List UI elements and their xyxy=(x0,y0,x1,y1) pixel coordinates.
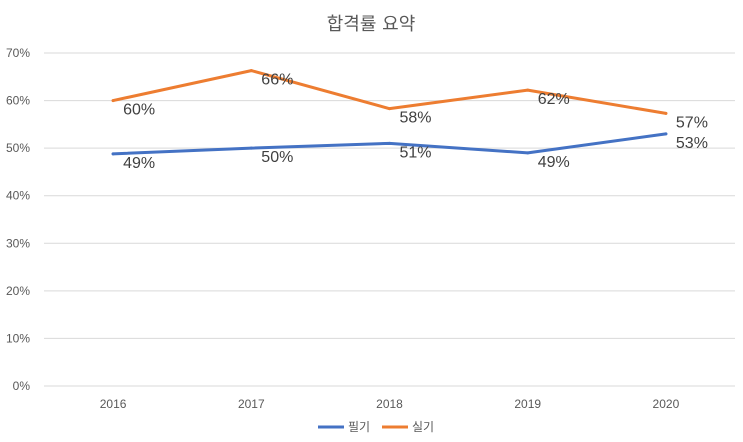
x-tick-label: 2018 xyxy=(376,397,403,411)
data-point xyxy=(664,111,668,115)
data-label: 49% xyxy=(538,154,570,171)
data-label: 66% xyxy=(261,72,293,89)
data-label: 62% xyxy=(538,91,570,108)
data-label: 53% xyxy=(676,135,708,152)
x-tick-label: 2019 xyxy=(514,397,541,411)
x-tick-label: 2016 xyxy=(100,397,127,411)
y-tick-label: 40% xyxy=(6,189,30,203)
data-point xyxy=(111,99,115,103)
y-tick-label: 20% xyxy=(6,284,30,298)
y-tick-label: 70% xyxy=(6,46,30,60)
legend: 필기 실기 xyxy=(318,420,434,434)
x-tick-label: 2017 xyxy=(238,397,265,411)
y-tick-label: 30% xyxy=(6,236,30,250)
legend-label: 필기 xyxy=(348,420,370,434)
y-tick-label: 0% xyxy=(13,379,31,393)
data-point xyxy=(664,132,668,136)
x-tick-label: 2020 xyxy=(653,397,680,411)
data-label: 58% xyxy=(400,110,432,127)
data-point xyxy=(388,107,391,111)
data-point xyxy=(526,88,530,92)
data-point xyxy=(249,146,253,150)
data-label: 50% xyxy=(261,149,293,166)
y-tick-label: 60% xyxy=(6,94,30,108)
y-tick-label: 10% xyxy=(6,331,30,345)
y-tick-label: 50% xyxy=(6,141,30,155)
legend-label: 실기 xyxy=(412,420,434,434)
data-labels: 49% 50% 51% 49% 53% 60% 66% 58% 62% 57% xyxy=(123,72,708,172)
x-axis-ticks: 2016 2017 2018 2019 2020 xyxy=(100,397,680,411)
data-label: 49% xyxy=(123,155,155,172)
data-label: 60% xyxy=(123,102,155,119)
data-point xyxy=(388,141,391,145)
data-label: 57% xyxy=(676,114,708,131)
series-lines xyxy=(111,69,668,156)
data-point xyxy=(111,152,115,156)
gridlines xyxy=(44,52,735,387)
data-point xyxy=(249,69,253,73)
data-point xyxy=(526,151,530,155)
y-axis-ticks: 0% 10% 20% 30% 40% 50% 60% 70% xyxy=(6,46,30,393)
chart-title: 합격률 요약 xyxy=(327,14,416,35)
data-label: 51% xyxy=(400,144,432,161)
